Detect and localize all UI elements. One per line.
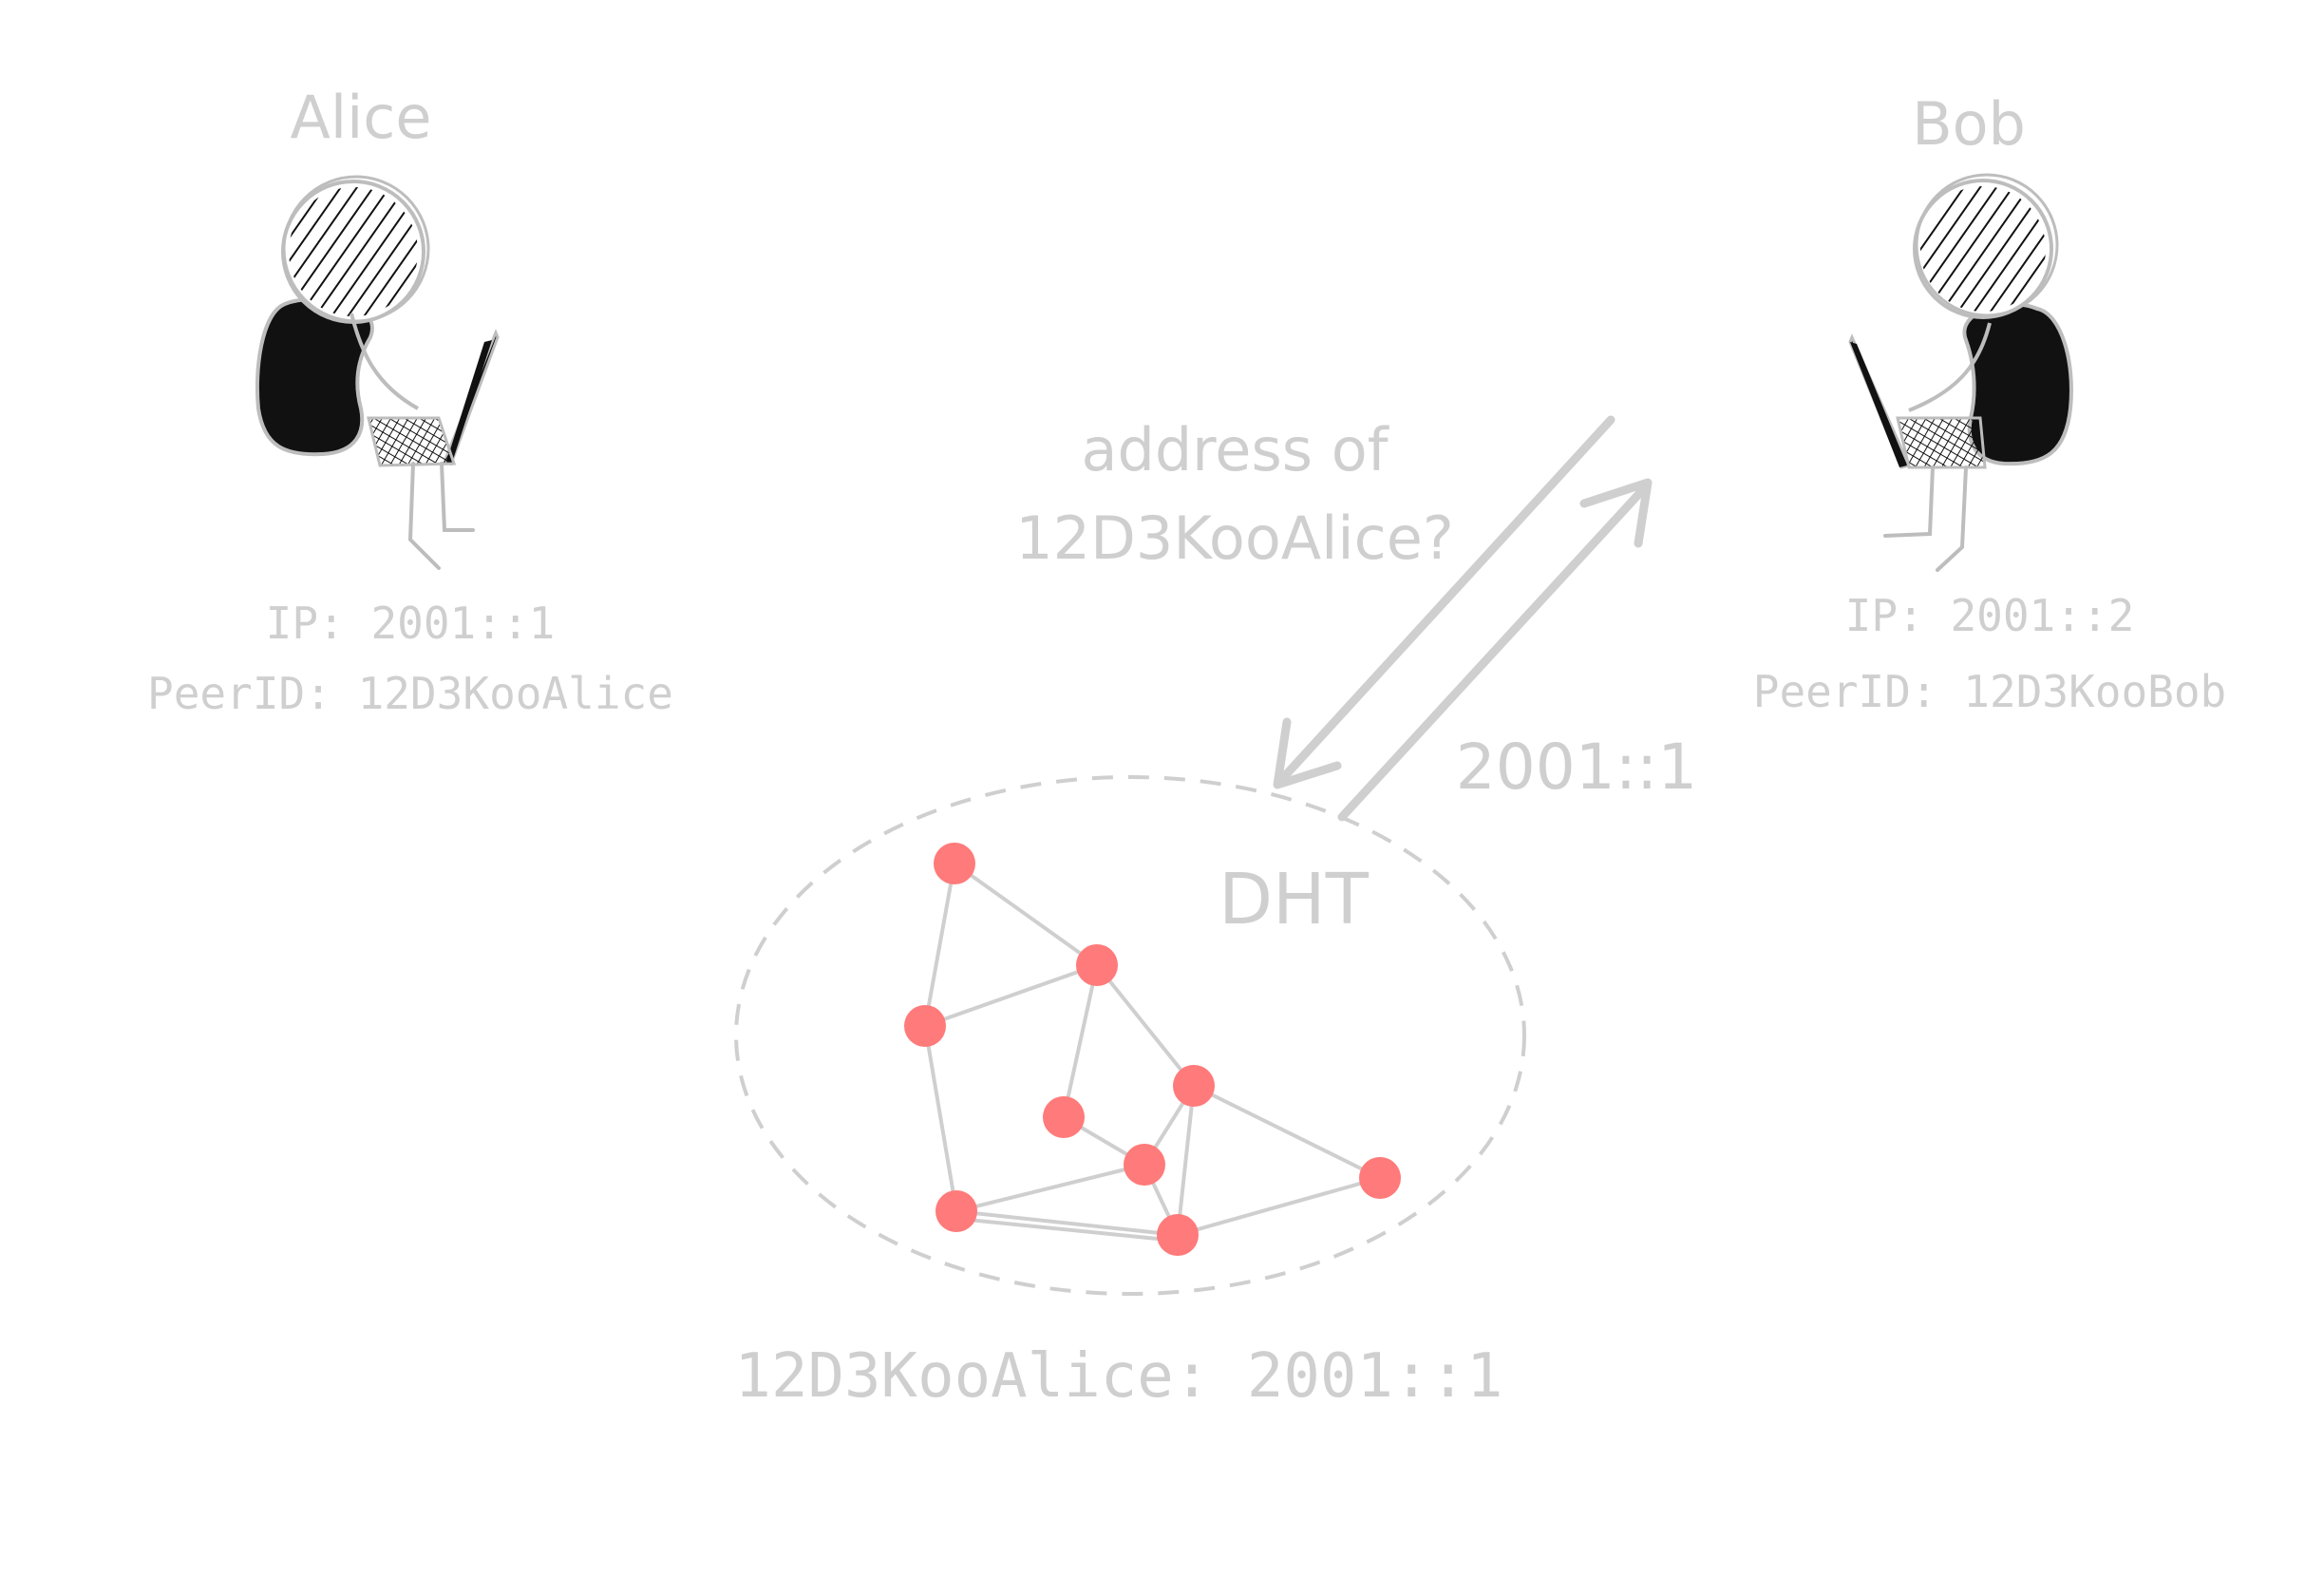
bob-head-icon	[1913, 173, 2059, 319]
bob-figure: Bob IP: 2001::2 PeerID: 12D3KooBob	[1753, 89, 2227, 717]
bob-peer-id: PeerID: 12D3KooBob	[1753, 666, 2227, 717]
alice-head-icon	[281, 175, 430, 324]
dht-record: 12D3KooAlice: 2001::1	[734, 1341, 1502, 1412]
alice-laptop-icon	[367, 328, 500, 467]
bob-name: Bob	[1912, 89, 2026, 159]
dht-node	[1173, 1065, 1215, 1107]
alice-ip: IP: 2001::1	[266, 598, 556, 649]
dht-label: DHT	[1219, 859, 1370, 940]
bob-laptop-icon	[1848, 333, 1987, 469]
response-arrow-icon	[1337, 478, 1653, 822]
query-label-line2: 12D3KooAlice?	[1015, 503, 1454, 573]
dht-node	[935, 1190, 977, 1232]
dht-node	[1157, 1214, 1199, 1256]
dht-node	[1124, 1144, 1165, 1186]
bob-ip: IP: 2001::2	[1845, 590, 2135, 641]
alice-peer-id: PeerID: 12D3KooAlice	[147, 668, 673, 719]
query-arrow-icon	[1273, 415, 1615, 789]
dht-node	[934, 843, 975, 884]
dht-node	[1359, 1157, 1401, 1199]
response-label: 2001::1	[1456, 731, 1697, 804]
dht-node	[904, 1005, 946, 1047]
dht-node	[1043, 1096, 1085, 1138]
dht-nodes	[904, 843, 1401, 1256]
dht-node	[1076, 944, 1118, 986]
query-label-line1: address of	[1081, 415, 1389, 484]
alice-name: Alice	[290, 83, 431, 152]
dht-boundary	[734, 775, 1526, 1296]
dht-cloud: DHT	[734, 775, 1526, 1296]
alice-figure: Alice IP: 2001::1 PeerID: 12D3KooAlice	[147, 83, 673, 719]
